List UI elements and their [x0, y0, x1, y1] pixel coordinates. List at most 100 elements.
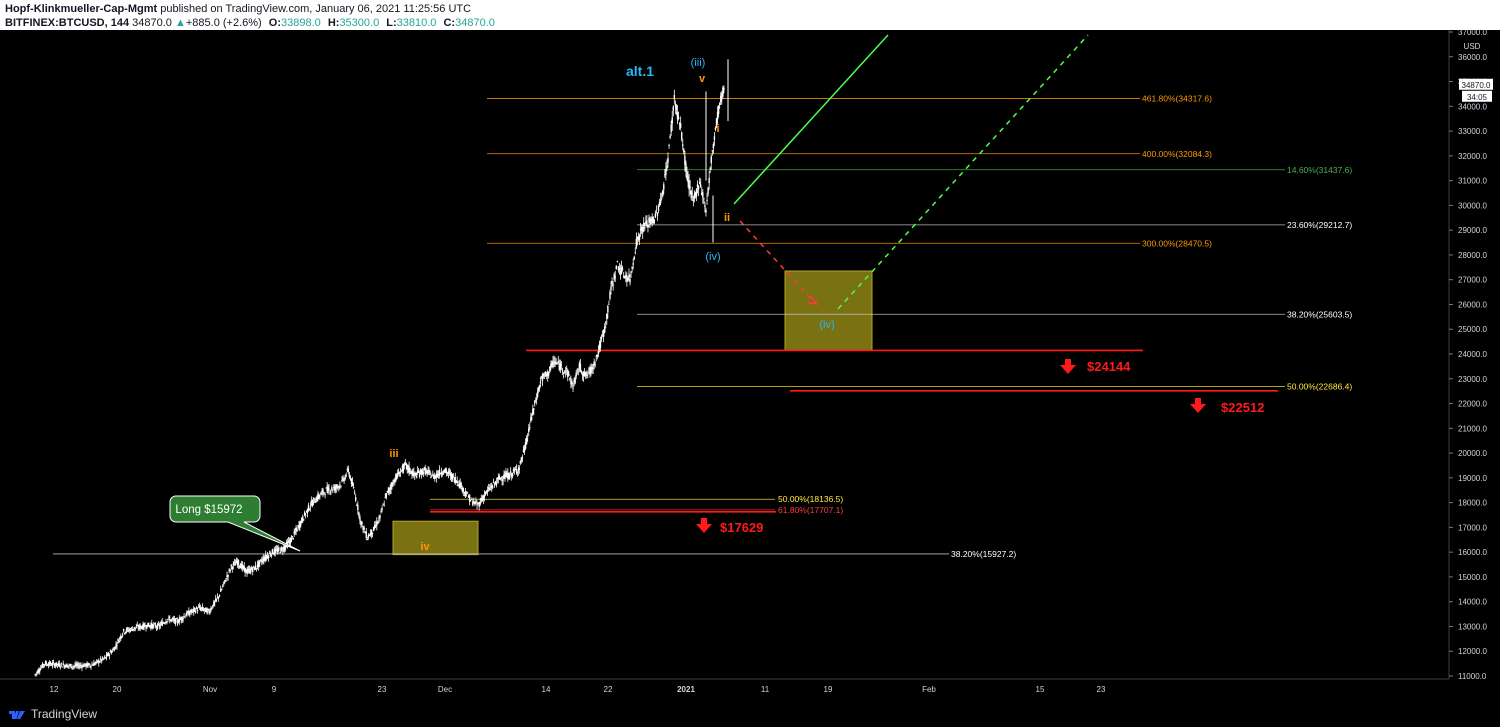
- candle-body: [344, 476, 346, 480]
- candle-body: [53, 664, 56, 667]
- candle-body: [415, 475, 418, 478]
- candle-body: [65, 664, 67, 668]
- x-tick-label: 14: [542, 685, 551, 694]
- candle-body: [655, 212, 658, 214]
- candle-body: [534, 400, 536, 404]
- projection-arrowhead: [807, 295, 819, 305]
- candle-body: [129, 629, 132, 632]
- candle-body: [188, 610, 190, 616]
- candle-body: [178, 618, 181, 623]
- candle-body: [643, 222, 645, 227]
- candle-body: [472, 501, 474, 506]
- candle-body: [674, 103, 677, 107]
- candle-body: [59, 666, 62, 668]
- author-name[interactable]: Hopf-Klinkmueller-Cap-Mgmt: [5, 3, 158, 15]
- candle-body: [243, 566, 245, 570]
- candle-body: [625, 274, 627, 277]
- candle-body: [347, 468, 350, 472]
- price-axis[interactable]: USD 11000.0 12000.0 13000.0 14000.0 15000.0 16…: [1449, 30, 1493, 681]
- candle-body: [520, 457, 523, 462]
- candle-body: [585, 372, 587, 375]
- candle-body: [509, 475, 511, 479]
- candle-body: [100, 658, 102, 660]
- candle-body: [284, 546, 286, 549]
- candle-body: [583, 371, 586, 377]
- candle-body: [598, 344, 601, 350]
- candle-body: [657, 205, 660, 211]
- price-chart[interactable]: 461.80%(34317.6) 400.00%(32084.3) 14.60%(3…: [0, 30, 1500, 703]
- candle-body: [134, 627, 137, 629]
- candle-body: [81, 666, 83, 668]
- candle-body: [459, 483, 461, 488]
- candle-body: [67, 665, 69, 667]
- candle-body: [413, 471, 415, 474]
- wave-label: iv: [420, 541, 430, 553]
- candle-body: [390, 486, 392, 490]
- candle-body: [477, 503, 479, 505]
- candle-body: [412, 473, 414, 477]
- candle-body: [253, 566, 255, 567]
- candle-body: [516, 471, 519, 474]
- candle-body: [401, 465, 404, 472]
- candle-body: [533, 408, 535, 410]
- tradingview-logo[interactable]: TradingView: [8, 707, 97, 721]
- candle-body: [449, 473, 452, 477]
- candle-body: [382, 504, 384, 506]
- candle-body: [181, 616, 183, 621]
- last-price-value: 34870.0: [1462, 81, 1491, 90]
- candle-body: [291, 536, 294, 537]
- candle-body: [82, 664, 84, 668]
- projected-iv-zone-box: [784, 270, 873, 351]
- candle-body: [40, 666, 43, 668]
- candle-body: [215, 598, 218, 600]
- candle-body: [210, 608, 212, 611]
- fib-label: 14.60%(31437.6): [1287, 165, 1352, 175]
- wave-label: v: [699, 73, 706, 85]
- candle-body: [189, 613, 191, 615]
- candle-body: [346, 468, 348, 470]
- candle-body: [506, 473, 508, 478]
- candle-body: [148, 624, 150, 627]
- candle-body: [259, 560, 261, 564]
- candle-body: [123, 633, 126, 634]
- candle-body: [218, 595, 221, 596]
- candle-body: [442, 472, 444, 474]
- candle-body: [717, 105, 720, 114]
- candle-body: [115, 644, 117, 646]
- candle-body: [265, 554, 267, 560]
- x-tick-label: 15: [1036, 685, 1045, 694]
- candle-body: [369, 532, 372, 536]
- candle-body: [567, 370, 569, 377]
- candle-body: [312, 500, 314, 506]
- candle-body: [402, 465, 405, 472]
- candle-body: [316, 497, 318, 501]
- candle-body: [433, 475, 435, 479]
- candle-body: [380, 511, 382, 512]
- candle-body: [651, 218, 653, 222]
- candle-body: [49, 662, 52, 665]
- candle-body: [168, 616, 170, 618]
- candle-body: [342, 477, 344, 480]
- candle-body: [681, 132, 683, 140]
- candle-body: [75, 663, 77, 667]
- candle-body: [301, 517, 303, 522]
- symbol-name[interactable]: BITFINEX:BTCUSD, 144: [5, 17, 130, 29]
- candle-body: [660, 198, 663, 200]
- x-tick-label: Nov: [203, 685, 217, 694]
- candle-body: [411, 471, 413, 475]
- time-axis[interactable]: 12 20 Nov 9 23 Dec 14 22 2021 11 19 Feb 15 23: [50, 685, 1106, 694]
- candle-body: [139, 625, 141, 629]
- candle-body: [428, 470, 430, 472]
- candle-body: [284, 545, 287, 549]
- candle-body: [152, 624, 155, 626]
- candle-body: [476, 504, 478, 506]
- candle-body: [52, 662, 55, 664]
- candle-body: [366, 539, 369, 540]
- candle-body: [444, 468, 447, 472]
- candle-body: [426, 471, 428, 475]
- candle-body: [231, 567, 233, 570]
- candle-body: [600, 336, 603, 339]
- candle-body: [331, 487, 333, 490]
- candle-body: [236, 561, 239, 566]
- candle-body: [112, 648, 114, 650]
